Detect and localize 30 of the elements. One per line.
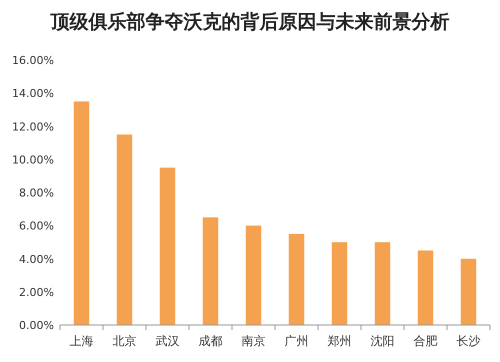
chart-title: 顶级俱乐部争夺沃克的背后原因与未来前景分析 — [50, 11, 450, 33]
x-tick-label: 沈阳 — [370, 334, 394, 348]
x-tick-label: 上海 — [70, 334, 94, 348]
x-tick-label: 武汉 — [156, 334, 180, 348]
y-tick-label: 16.00% — [12, 54, 54, 67]
bar — [74, 101, 90, 325]
y-tick-label: 8.00% — [19, 186, 54, 200]
x-tick-label: 北京 — [112, 334, 136, 348]
x-tick-label: 成都 — [198, 334, 222, 348]
bar — [460, 258, 476, 325]
x-tick-label: 合肥 — [414, 334, 438, 348]
y-tick-label: 2.00% — [19, 286, 54, 299]
x-tick-label: 广州 — [284, 334, 308, 348]
bar — [116, 134, 132, 325]
y-tick-label: 14.00% — [12, 87, 54, 100]
y-tick-label: 12.00% — [12, 120, 54, 134]
x-tick-label: 郑州 — [328, 334, 352, 348]
x-tick-label: 南京 — [242, 334, 266, 348]
y-tick-label: 4.00% — [19, 252, 54, 266]
x-tick-label: 长沙 — [456, 334, 480, 348]
bar — [160, 168, 176, 325]
y-tick-label: 6.00% — [19, 220, 54, 233]
bar — [246, 226, 262, 325]
bar — [288, 234, 304, 325]
bar — [202, 217, 218, 325]
y-tick-label: 0.00% — [19, 319, 54, 332]
bar — [332, 242, 348, 325]
bar — [374, 242, 390, 325]
bar — [418, 250, 434, 325]
y-tick-label: 10.00% — [12, 153, 54, 166]
